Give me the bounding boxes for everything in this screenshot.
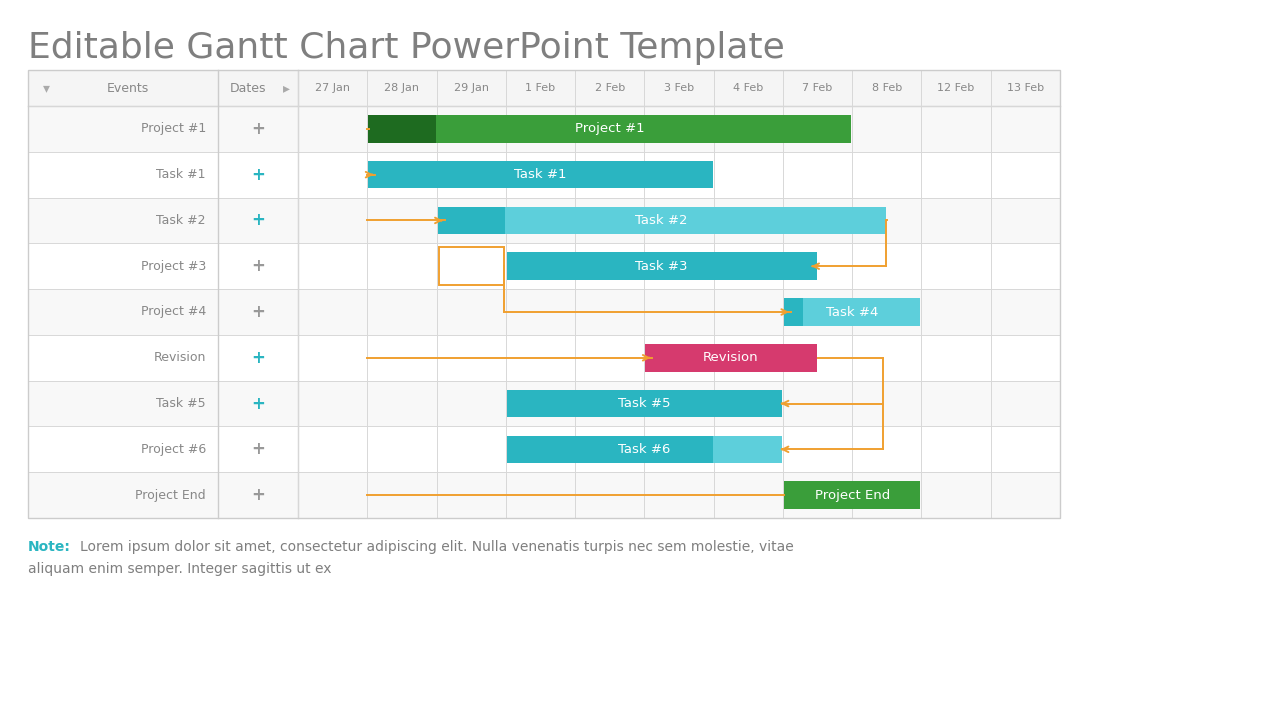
Text: 4 Feb: 4 Feb	[733, 83, 763, 93]
Text: 7 Feb: 7 Feb	[803, 83, 833, 93]
Bar	[438, 207, 504, 234]
Bar	[28, 381, 1060, 426]
Bar	[369, 115, 851, 143]
Text: +: +	[251, 441, 265, 459]
Text: Editable Gantt Chart PowerPoint Template: Editable Gantt Chart PowerPoint Template	[28, 31, 785, 65]
Text: +: +	[251, 120, 265, 138]
Text: Task #5: Task #5	[156, 397, 206, 410]
Text: +: +	[251, 257, 265, 275]
Text: 27 Jan: 27 Jan	[315, 83, 351, 93]
Bar	[28, 289, 1060, 335]
Text: 29 Jan: 29 Jan	[453, 83, 489, 93]
Text: Task #2: Task #2	[156, 214, 206, 227]
Text: +: +	[251, 212, 265, 230]
Text: Project #4: Project #4	[141, 305, 206, 318]
Text: Task #1: Task #1	[515, 168, 567, 181]
Text: +: +	[251, 166, 265, 184]
Text: 2 Feb: 2 Feb	[595, 83, 625, 93]
Text: Project #3: Project #3	[141, 260, 206, 273]
Bar	[507, 253, 817, 280]
Text: Task #4: Task #4	[826, 305, 878, 318]
Bar	[507, 390, 782, 418]
Bar	[783, 482, 920, 509]
Bar	[439, 248, 504, 285]
Text: ▾: ▾	[42, 81, 50, 95]
Bar	[507, 436, 713, 463]
Text: +: +	[251, 303, 265, 321]
Text: +: +	[251, 486, 265, 504]
Text: Dates: Dates	[229, 81, 266, 94]
Bar	[28, 197, 1060, 243]
Bar	[28, 152, 1060, 197]
Bar	[28, 472, 1060, 518]
Bar	[507, 436, 782, 463]
Text: +: +	[251, 395, 265, 413]
Text: Project End: Project End	[136, 489, 206, 502]
Text: Project #1: Project #1	[141, 122, 206, 135]
Text: Project #1: Project #1	[575, 122, 645, 135]
Text: Revision: Revision	[154, 351, 206, 364]
Text: aliquam enim semper. Integer sagittis ut ex: aliquam enim semper. Integer sagittis ut…	[28, 562, 335, 576]
Bar	[645, 344, 817, 372]
Text: +: +	[251, 348, 265, 366]
Bar	[438, 207, 886, 234]
Bar	[783, 298, 803, 325]
Text: 1 Feb: 1 Feb	[525, 83, 556, 93]
Text: ▸: ▸	[283, 81, 289, 95]
Text: Note:: Note:	[28, 540, 70, 554]
Text: Project End: Project End	[814, 489, 890, 502]
Text: 13 Feb: 13 Feb	[1007, 83, 1044, 93]
Bar	[369, 161, 713, 189]
Text: Task #2: Task #2	[635, 214, 687, 227]
Bar	[28, 243, 1060, 289]
Text: Task #1: Task #1	[156, 168, 206, 181]
Bar	[783, 298, 920, 325]
Bar	[28, 426, 1060, 472]
Text: Task #3: Task #3	[635, 260, 687, 273]
Text: Task #6: Task #6	[618, 443, 671, 456]
Bar	[28, 70, 1060, 518]
Text: 3 Feb: 3 Feb	[664, 83, 694, 93]
Text: 8 Feb: 8 Feb	[872, 83, 902, 93]
Bar	[28, 106, 1060, 152]
Text: Project #6: Project #6	[141, 443, 206, 456]
Bar	[369, 115, 435, 143]
Bar	[28, 70, 1060, 106]
Text: Lorem ipsum dolor sit amet, consectetur adipiscing elit. Nulla venenatis turpis : Lorem ipsum dolor sit amet, consectetur …	[79, 540, 794, 554]
Text: Revision: Revision	[703, 351, 759, 364]
Text: Events: Events	[106, 81, 150, 94]
Text: 12 Feb: 12 Feb	[937, 83, 974, 93]
Text: Task #5: Task #5	[618, 397, 671, 410]
Text: 28 Jan: 28 Jan	[384, 83, 420, 93]
Bar	[28, 335, 1060, 381]
